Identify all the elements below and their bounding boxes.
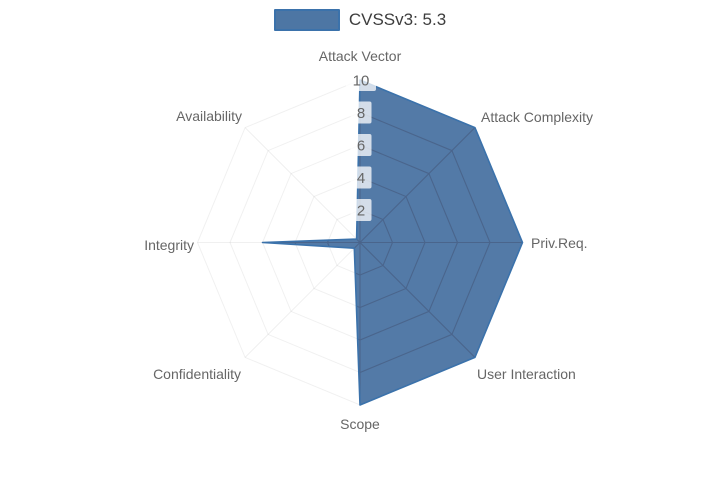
radial-tick-label: 2 [357,203,365,220]
legend-label: CVSSv3: 5.3 [348,10,447,29]
category-label-confidentiality: Confidentiality [153,366,241,382]
radial-tick-labels: 2 4 6 8 10 [346,69,376,221]
radial-tick-label: 6 [357,138,365,155]
radial-tick-label: 8 [357,105,365,122]
tick-backdrop [350,166,372,189]
category-label-availability: Availability [176,108,242,124]
category-label-attack-vector: Attack Vector [319,48,402,64]
category-label-user-interaction: User Interaction [477,366,576,382]
radial-tick-label: 4 [357,170,365,187]
tick-backdrop [350,134,372,156]
tick-backdrop [350,199,372,221]
category-labels: Attack Vector Attack Complexity Priv.Req. U… [144,48,593,432]
category-label-priv-req: Priv.Req. [531,235,588,251]
radial-tick-label: 10 [353,73,370,90]
category-label-scope: Scope [340,416,380,432]
series-outline [261,79,524,406]
legend-swatch-icon [273,9,340,31]
tick-backdrop [350,101,372,124]
category-label-attack-complexity: Attack Complexity [481,109,593,125]
category-label-integrity: Integrity [144,237,194,253]
tick-backdrop [346,69,376,91]
legend[interactable]: CVSSv3: 5.3 [0,9,720,31]
